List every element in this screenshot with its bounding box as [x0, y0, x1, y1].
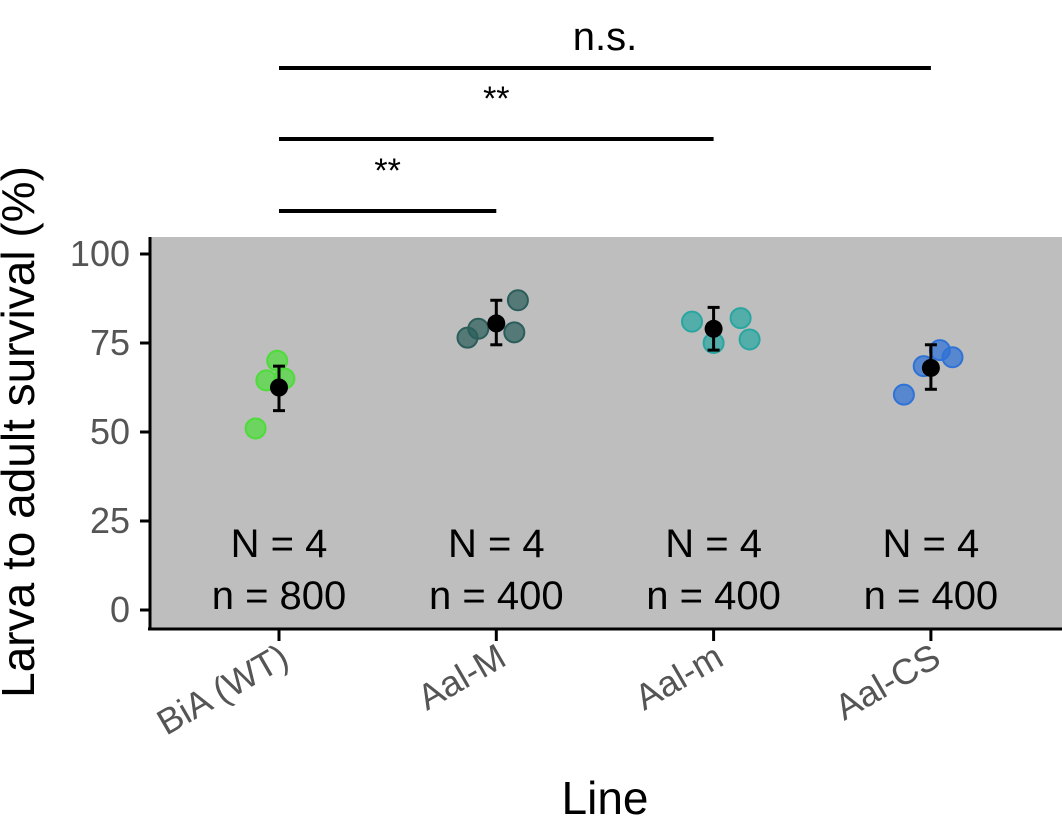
mean-markers: [270, 298, 940, 413]
replicate-point: [244, 417, 267, 440]
replicate-point: [266, 349, 289, 372]
mean-point: [487, 314, 506, 333]
y-tick-label: 50: [90, 411, 130, 452]
replicate-point: [681, 310, 703, 333]
sample-count-N: N = 4: [883, 522, 980, 566]
x-tick-label: BiA (WT): [150, 635, 295, 742]
sample-count-n: n = 400: [646, 574, 781, 618]
x-axis: BiA (WT) Aal-M Aal-m Aal-CS: [148, 627, 1062, 743]
sample-count-N: N = 4: [448, 522, 545, 566]
sample-count-N: N = 4: [231, 522, 328, 566]
replicate-point: [503, 321, 526, 344]
sample-size-labels: N = 4 n = 800 N = 4 n = 400 N = 4 n = 400 N = …: [212, 522, 998, 618]
x-tick-label: Aal-m: [628, 635, 730, 718]
replicate-point: [941, 346, 964, 369]
significance-label: **: [374, 152, 400, 190]
x-axis-title: Line: [562, 772, 649, 824]
replicate-point: [467, 317, 490, 340]
brackets: ** ** n.s.: [279, 15, 931, 213]
mean-point: [270, 378, 288, 397]
replicate-point: [506, 289, 529, 312]
y-axis: 0 25 50 75 100: [70, 233, 152, 630]
replicate-point: [729, 307, 752, 330]
significance-label: n.s.: [573, 15, 637, 59]
y-tick-label: 100: [70, 233, 130, 274]
y-tick-label: 25: [90, 500, 130, 541]
y-axis-title: Larva to adult survival (%): [0, 166, 44, 698]
x-tick-label: Aal-CS: [828, 635, 947, 728]
sample-count-n: n = 400: [429, 574, 564, 618]
plot-panel: [150, 237, 1062, 629]
replicate-point: [892, 383, 915, 406]
x-tick-label: Aal-M: [410, 635, 512, 718]
significance-label: **: [483, 80, 509, 118]
sample-count-n: n = 400: [864, 574, 999, 618]
replicate-point: [738, 328, 761, 351]
y-tick-label: 75: [90, 322, 130, 363]
mean-point: [704, 319, 723, 338]
sample-count-n: n = 800: [212, 574, 347, 618]
mean-point: [921, 358, 940, 377]
y-tick-label: 0: [110, 589, 130, 630]
sample-count-N: N = 4: [665, 522, 762, 566]
